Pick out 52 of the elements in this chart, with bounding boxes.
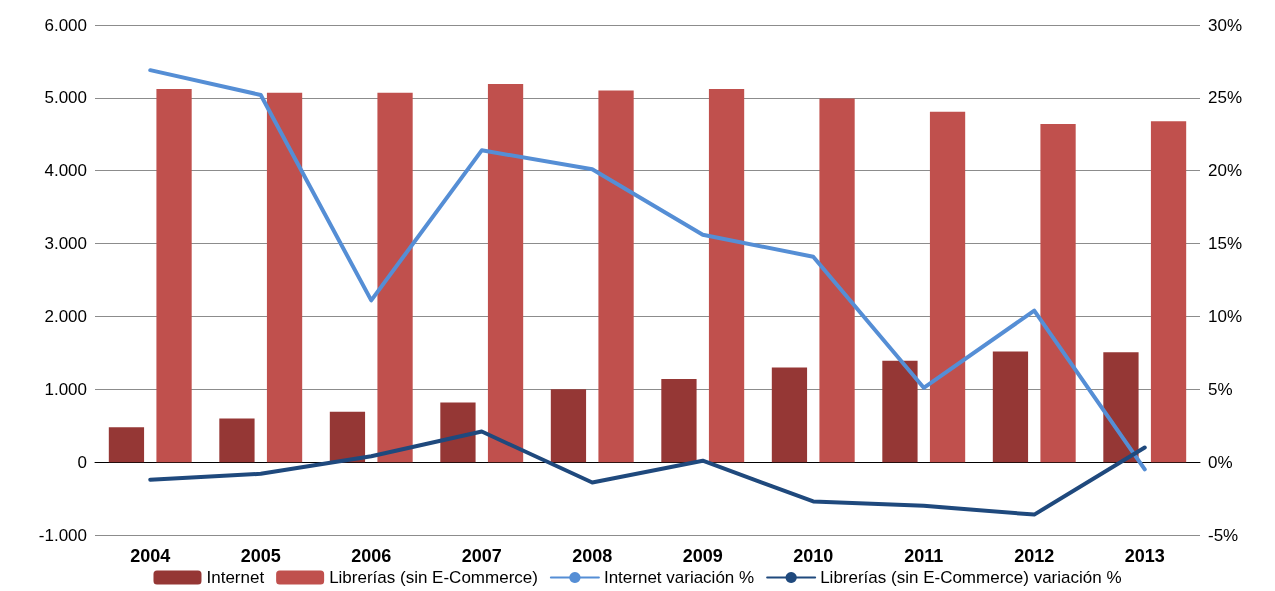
y2-tick-label: 15% [1208, 234, 1243, 254]
bar [598, 90, 634, 463]
bar [440, 402, 476, 463]
x-tick-label: 2009 [682, 546, 723, 566]
x-tick-label: 2008 [572, 546, 613, 566]
x-tick-label: 2013 [1124, 546, 1165, 566]
bar [550, 389, 587, 463]
x-tick-label: 2004 [130, 546, 171, 566]
bar [882, 360, 918, 463]
y-tick-label: 0 [77, 452, 87, 472]
bar [108, 427, 145, 463]
bar [329, 411, 366, 463]
legend-label: Librerías (sin E-Commerce) [329, 568, 538, 587]
y-tick-label: 2.000 [44, 306, 87, 326]
y-tick-label: 3.000 [44, 234, 87, 254]
y2-tick-label: 20% [1208, 161, 1243, 181]
y-tick-label: 1.000 [44, 379, 87, 399]
legend-label: Internet variación % [603, 568, 755, 587]
bar [487, 84, 524, 463]
x-tick-label: 2010 [793, 546, 834, 566]
y-tick-label: 4.000 [44, 161, 87, 181]
line-series [148, 68, 1147, 472]
y2-tick-label: 10% [1208, 306, 1243, 326]
x-tick-label: 2012 [1014, 546, 1055, 566]
bar [1103, 352, 1139, 463]
bar [708, 89, 745, 463]
bar [929, 111, 966, 463]
y2-tick-label: -5% [1208, 525, 1239, 545]
legend-label: Internet [206, 568, 265, 587]
bar [156, 89, 192, 463]
bar [819, 98, 855, 463]
y-tick-label: -1.000 [38, 525, 87, 545]
y-tick-label: 6.000 [44, 15, 87, 35]
x-tick-label: 2007 [461, 546, 502, 566]
bar [266, 92, 303, 463]
x-tick-label: 2006 [351, 546, 392, 566]
bar [661, 379, 697, 463]
legend-label: Librerías (sin E-Commerce) variación % [820, 568, 1122, 587]
y2-tick-label: 25% [1208, 88, 1243, 108]
y2-tick-label: 30% [1208, 15, 1243, 35]
bar [771, 367, 808, 463]
bar [377, 92, 413, 463]
y-tick-label: 5.000 [44, 88, 87, 108]
x-tick-label: 2005 [240, 546, 281, 566]
y2-tick-label: 5% [1208, 379, 1233, 399]
bar [992, 351, 1029, 463]
bar [219, 418, 255, 463]
line-series [148, 429, 1147, 517]
x-tick-label: 2011 [904, 546, 944, 566]
bar [1040, 124, 1076, 463]
y2-tick-label: 0% [1208, 452, 1233, 472]
bar [1150, 121, 1187, 463]
